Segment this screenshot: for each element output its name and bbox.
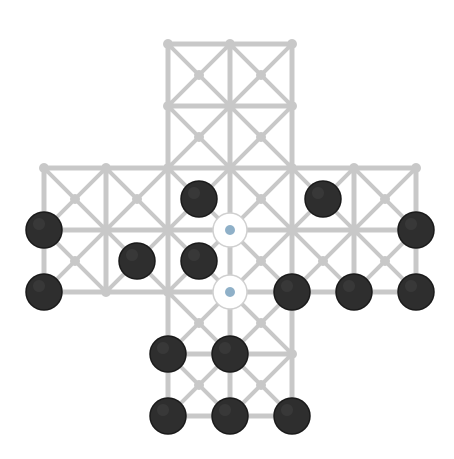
move-targets (212, 212, 248, 310)
board-node-center[interactable] (256, 380, 266, 390)
piece-body[interactable] (273, 397, 311, 435)
board-node[interactable] (225, 39, 235, 49)
board-node[interactable] (287, 101, 297, 111)
board-node[interactable] (101, 163, 111, 173)
board-node[interactable] (163, 101, 173, 111)
piece-highlight (157, 404, 169, 416)
board-node-center[interactable] (256, 132, 266, 142)
piece-body[interactable] (149, 335, 187, 373)
dark-piece[interactable] (118, 242, 156, 280)
board-node[interactable] (287, 39, 297, 49)
piece-body[interactable] (397, 211, 435, 249)
dark-piece[interactable] (397, 211, 435, 249)
board-node-center[interactable] (194, 70, 204, 80)
dark-piece[interactable] (180, 180, 218, 218)
dark-piece[interactable] (149, 335, 187, 373)
piece-body[interactable] (211, 335, 249, 373)
dark-piece[interactable] (180, 242, 218, 280)
move-target[interactable] (212, 274, 248, 310)
board-node-center[interactable] (380, 256, 390, 266)
dark-piece[interactable] (25, 273, 63, 311)
board-node[interactable] (287, 349, 297, 359)
board-node-center[interactable] (70, 256, 80, 266)
board-node-center[interactable] (194, 132, 204, 142)
piece-highlight (157, 342, 169, 354)
board-node[interactable] (225, 101, 235, 111)
dark-piece[interactable] (335, 273, 373, 311)
piece-highlight (312, 187, 324, 199)
board-node-center[interactable] (194, 380, 204, 390)
piece-highlight (188, 187, 200, 199)
board-node[interactable] (225, 163, 235, 173)
board-node[interactable] (163, 39, 173, 49)
board-node[interactable] (411, 163, 421, 173)
board-node[interactable] (163, 163, 173, 173)
board-node[interactable] (101, 287, 111, 297)
piece-highlight (281, 404, 293, 416)
board-node[interactable] (287, 163, 297, 173)
board-node[interactable] (39, 163, 49, 173)
board-node[interactable] (101, 225, 111, 235)
board-node-center[interactable] (256, 318, 266, 328)
board-node-center[interactable] (318, 256, 328, 266)
piece-body[interactable] (180, 242, 218, 280)
piece-highlight (33, 280, 45, 292)
pieces (25, 180, 435, 435)
piece-highlight (188, 249, 200, 261)
piece-highlight (281, 280, 293, 292)
piece-highlight (405, 280, 417, 292)
dark-piece[interactable] (304, 180, 342, 218)
target-dot[interactable] (225, 287, 235, 297)
dark-piece[interactable] (25, 211, 63, 249)
piece-body[interactable] (273, 273, 311, 311)
piece-body[interactable] (118, 242, 156, 280)
board-node[interactable] (349, 163, 359, 173)
piece-body[interactable] (304, 180, 342, 218)
dark-piece[interactable] (211, 335, 249, 373)
board-node-center[interactable] (380, 194, 390, 204)
dark-piece[interactable] (211, 397, 249, 435)
piece-highlight (33, 218, 45, 230)
board-node-center[interactable] (132, 194, 142, 204)
piece-body[interactable] (211, 397, 249, 435)
piece-body[interactable] (335, 273, 373, 311)
board-node[interactable] (349, 225, 359, 235)
piece-body[interactable] (149, 397, 187, 435)
board-node[interactable] (163, 225, 173, 235)
piece-body[interactable] (180, 180, 218, 218)
piece-highlight (343, 280, 355, 292)
board-node-center[interactable] (194, 318, 204, 328)
board-node-center[interactable] (256, 256, 266, 266)
dark-piece[interactable] (397, 273, 435, 311)
piece-body[interactable] (25, 273, 63, 311)
piece-body[interactable] (397, 273, 435, 311)
board-node-center[interactable] (256, 194, 266, 204)
board-node-center[interactable] (70, 194, 80, 204)
piece-highlight (219, 342, 231, 354)
dark-piece[interactable] (273, 273, 311, 311)
target-dot[interactable] (225, 225, 235, 235)
board-node[interactable] (163, 287, 173, 297)
piece-highlight (405, 218, 417, 230)
board-node-center[interactable] (256, 70, 266, 80)
board-node[interactable] (287, 225, 297, 235)
piece-highlight (126, 249, 138, 261)
piece-highlight (219, 404, 231, 416)
dark-piece[interactable] (149, 397, 187, 435)
piece-body[interactable] (25, 211, 63, 249)
move-target[interactable] (212, 212, 248, 248)
dark-piece[interactable] (273, 397, 311, 435)
